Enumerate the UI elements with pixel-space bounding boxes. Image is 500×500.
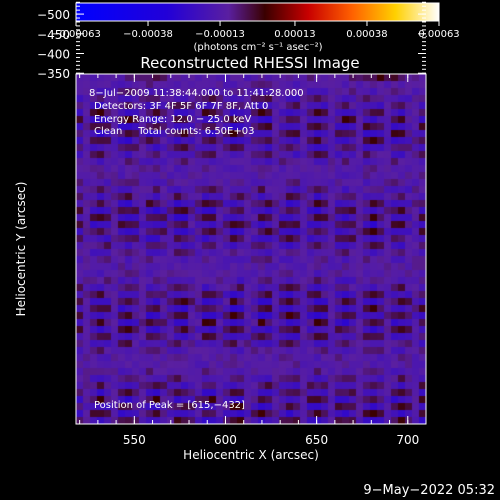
colorbar-tick-label: 0.00063 <box>418 29 459 40</box>
x-tick-label: 650 <box>305 433 328 447</box>
plot-frame <box>75 73 427 425</box>
colorbar-tick-label: −0.00063 <box>51 29 101 40</box>
colorbar-gradient <box>75 2 440 22</box>
axis-ticks: 550 600 650 700 −350 −400 −450 −500 <box>37 1 427 447</box>
chart-title: Reconstructed RHESSI Image <box>140 54 359 72</box>
plot-area: 550 600 650 700 −350 −400 −450 −500 <box>37 1 427 447</box>
colorbar-tick-label: −0.00013 <box>195 29 245 40</box>
x-tick-label: 700 <box>396 433 419 447</box>
colorbar-tick-label: 0.00038 <box>346 29 387 40</box>
y-tick-label: −350 <box>37 67 70 81</box>
x-tick-label: 600 <box>214 433 237 447</box>
annotation-block: 8−Jul−2009 11:38:44.000 to 11:41:28.000 … <box>89 88 304 411</box>
y-tick-label: −450 <box>37 28 70 42</box>
colorbar-tick-label: 0.00013 <box>274 29 315 40</box>
x-tick-label: 550 <box>123 433 146 447</box>
annotation-energy-range: Energy Range: 12.0 − 25.0 keV <box>94 114 251 125</box>
annotation-detectors: Detectors: 3F 4F 5F 6F 7F 8F, Att 0 <box>94 101 268 112</box>
colorbar-ticks: −0.00063 −0.00038 −0.00013 0.00013 0.00038 0.… <box>51 21 460 40</box>
annotation-clean-counts: Clean Total counts: 6.50E+03 <box>94 126 254 137</box>
heatmap-image <box>76 74 426 424</box>
colorbar-unit-label: (photons cm⁻² s⁻¹ asec⁻²) <box>193 42 322 53</box>
annotation-time-range: 8−Jul−2009 11:38:44.000 to 11:41:28.000 <box>89 88 304 99</box>
date-stamp: 9−May−2022 05:32 <box>363 483 495 498</box>
x-axis-label: Heliocentric X (arcsec) <box>183 448 319 462</box>
peak-position-label: Position of Peak = [615,−432] <box>94 400 245 411</box>
y-axis-label: Heliocentric Y (arcsec) <box>14 182 28 317</box>
colorbar-tick-label: −0.00038 <box>123 29 173 40</box>
y-tick-label: −400 <box>37 48 70 62</box>
y-tick-label: −500 <box>37 8 70 22</box>
colorbar: −0.00063 −0.00038 −0.00013 0.00013 0.00038 0.… <box>51 2 460 53</box>
